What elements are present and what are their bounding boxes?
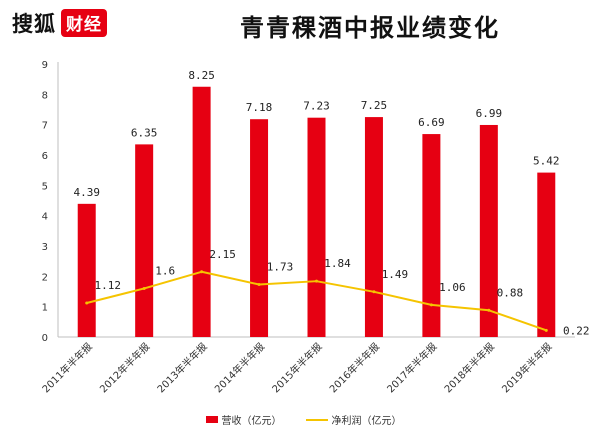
logo-text: 搜狐 [12,12,56,36]
profit-data-label: 1.49 [382,268,409,281]
revenue-bar [77,203,96,337]
y-tick-label: 4 [42,212,48,223]
profit-data-label: 1.06 [439,281,466,294]
legend: 营收（亿元） 净利润（亿元） [0,412,607,427]
revenue-data-label: 6.69 [418,116,445,129]
profit-data-label: 0.22 [563,324,590,337]
revenue-bar [250,119,269,337]
profit-point [544,328,548,332]
profit-data-label: 0.88 [497,286,524,299]
profit-data-label: 2.15 [209,248,236,261]
revenue-bar [479,124,498,337]
revenue-data-label: 4.39 [73,186,100,199]
y-tick-label: 2 [42,272,48,283]
y-tick-label: 1 [42,303,48,314]
x-tick-label: 2013年半年报 [154,340,209,395]
revenue-bar [364,117,383,337]
x-tick-label: 2018年半年报 [441,340,496,395]
logo-badge: 财经 [61,9,107,37]
profit-point [487,308,491,312]
revenue-bar [307,117,326,337]
y-tick-label: 8 [42,90,48,101]
revenue-bar [135,144,154,337]
legend-label-profit: 净利润（亿元） [331,416,402,427]
y-tick-label: 3 [42,242,48,253]
revenue-data-label: 7.23 [303,100,330,113]
profit-data-label: 1.84 [324,257,351,270]
legend-item-revenue: 营收（亿元） [205,412,282,427]
revenue-data-label: 6.35 [131,126,158,139]
profit-point [372,290,376,294]
y-tick-label: 9 [42,60,48,71]
chart-title: 青青稞酒中报业绩变化 [240,14,500,42]
profit-point [429,303,433,307]
profit-data-label: 1.12 [94,279,121,292]
y-tick-label: 0 [42,333,48,344]
x-tick-label: 2019年半年报 [499,340,554,395]
revenue-data-label: 5.42 [533,155,560,168]
revenue-bar [537,172,556,337]
y-tick-label: 7 [42,121,48,132]
legend-swatch-profit [305,418,328,421]
profit-point [315,279,318,283]
legend-item-profit: 净利润（亿元） [305,412,402,427]
y-tick-label: 5 [42,181,48,192]
revenue-data-label: 6.99 [476,107,503,120]
profit-point [85,301,89,305]
legend-label-revenue: 营收（亿元） [221,416,282,427]
profit-point [142,286,146,290]
revenue-data-label: 7.25 [361,99,388,112]
legend-swatch-revenue [205,416,218,423]
revenue-bar [192,86,211,337]
x-tick-label: 2012年半年报 [97,340,152,395]
sohu-finance-logo: 搜狐 财经 [12,9,107,37]
x-tick-label: 2014年半年报 [212,340,267,395]
x-tick-label: 2015年半年报 [269,340,324,395]
profit-point [200,270,204,274]
profit-point [257,283,261,287]
revenue-bar [422,134,441,337]
revenue-data-label: 8.25 [188,69,215,82]
profit-data-label: 1.6 [155,264,175,277]
y-tick-label: 6 [42,151,48,162]
profit-data-label: 1.73 [267,261,294,274]
x-tick-label: 2011年半年报 [39,340,94,395]
x-tick-label: 2016年半年报 [327,340,382,395]
chart-area: 0 1 2 3 4 5 6 7 8 9 4.39 6.35 8.25 7.18 7.23 7.25 6.69 6.… [39,60,590,395]
revenue-data-label: 7.18 [246,101,273,114]
x-tick-label: 2017年半年报 [384,340,439,395]
